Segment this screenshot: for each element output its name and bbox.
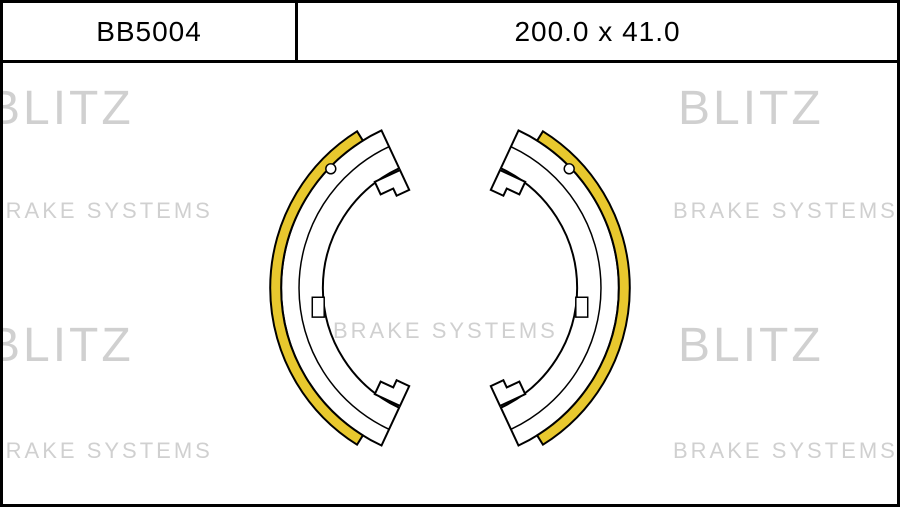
adjuster-slot xyxy=(576,297,588,317)
header-row: BB5004 200.0 x 41.0 xyxy=(3,3,897,63)
product-frame: BB5004 200.0 x 41.0 BLITZBLITZBRAKE SYST… xyxy=(0,0,900,507)
part-number-cell: BB5004 xyxy=(3,3,298,60)
pivot-hole xyxy=(564,164,574,174)
brake-shoe-left xyxy=(270,130,409,445)
pivot-hole xyxy=(326,164,336,174)
brake-shoe-diagram xyxy=(3,63,897,507)
adjuster-slot xyxy=(312,297,324,317)
dimensions-cell: 200.0 x 41.0 xyxy=(298,3,897,60)
brake-shoe-right xyxy=(491,130,630,445)
part-number: BB5004 xyxy=(96,16,202,48)
dimensions: 200.0 x 41.0 xyxy=(514,16,680,48)
body-area: BLITZBLITZBRAKE SYSTEMSBRAKE SYSTEMSBLIT… xyxy=(3,63,897,507)
